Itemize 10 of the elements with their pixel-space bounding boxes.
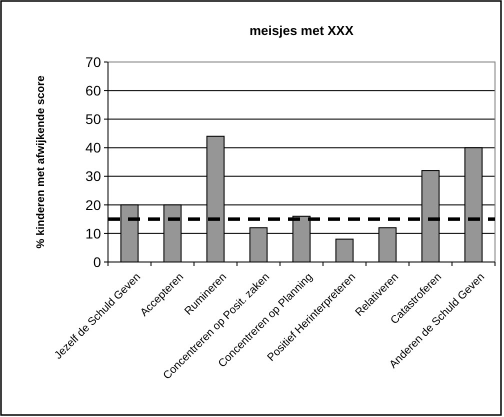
y-tick-label: 60 (85, 82, 102, 98)
y-tick-label: 70 (85, 54, 102, 70)
chart-title: meisjes met XXX (249, 23, 354, 38)
y-tick-label: 40 (85, 140, 102, 156)
y-axis-title: % kinderen met afwijkende score (35, 75, 47, 249)
y-tick-label: 50 (85, 111, 102, 128)
y-tick-label: 0 (93, 254, 102, 270)
y-tick-label: 30 (85, 168, 102, 184)
y-tick-label: 20 (85, 196, 102, 213)
y-tick-label: 10 (85, 225, 102, 242)
